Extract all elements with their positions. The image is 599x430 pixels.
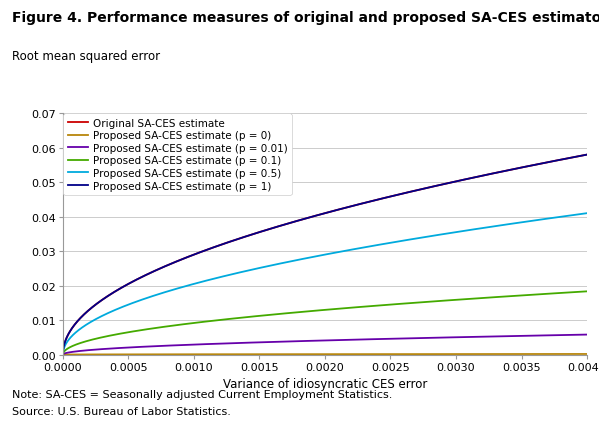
Proposed SA-CES estimate (p = 0.5): [517, 221, 524, 226]
Proposed SA-CES estimate (p = 0.1): [150, 326, 158, 331]
Proposed SA-CES estimate (p = 0.5): [150, 293, 158, 298]
Proposed SA-CES estimate (p = 0.01): [583, 332, 591, 338]
Proposed SA-CES estimate (p = 0.1): [517, 293, 524, 298]
Original SA-CES estimate: [583, 153, 591, 158]
Text: Figure 4. Performance measures of original and proposed SA-CES estimators: Figure 4. Performance measures of origin…: [12, 11, 599, 25]
Line: Proposed SA-CES estimate (p = 0.5): Proposed SA-CES estimate (p = 0.5): [63, 214, 587, 355]
Line: Proposed SA-CES estimate (p = 1): Proposed SA-CES estimate (p = 1): [63, 155, 587, 355]
Line: Proposed SA-CES estimate (p = 0.01): Proposed SA-CES estimate (p = 0.01): [63, 335, 587, 355]
Proposed SA-CES estimate (p = 0.01): [283, 339, 290, 344]
X-axis label: Variance of idiosyncratic CES error: Variance of idiosyncratic CES error: [223, 377, 427, 390]
Proposed SA-CES estimate (p = 0.1): [59, 352, 66, 357]
Proposed SA-CES estimate (p = 1): [583, 153, 591, 158]
Line: Proposed SA-CES estimate (p = 0.1): Proposed SA-CES estimate (p = 0.1): [63, 292, 587, 355]
Proposed SA-CES estimate (p = 1): [150, 269, 158, 274]
Proposed SA-CES estimate (p = 0): [573, 352, 580, 357]
Text: Note: SA-CES = Seasonally adjusted Current Employment Statistics.: Note: SA-CES = Seasonally adjusted Curre…: [12, 389, 392, 399]
Proposed SA-CES estimate (p = 0.1): [583, 289, 591, 294]
Proposed SA-CES estimate (p = 0.5): [573, 212, 580, 218]
Proposed SA-CES estimate (p = 0): [150, 352, 158, 357]
Proposed SA-CES estimate (p = 0.01): [119, 345, 126, 350]
Proposed SA-CES estimate (p = 0.5): [283, 260, 290, 265]
Original SA-CES estimate: [119, 285, 126, 290]
Original SA-CES estimate: [59, 352, 66, 357]
Proposed SA-CES estimate (p = 0.1): [261, 313, 268, 318]
Line: Original SA-CES estimate: Original SA-CES estimate: [63, 155, 587, 355]
Proposed SA-CES estimate (p = 1): [517, 166, 524, 171]
Proposed SA-CES estimate (p = 0.1): [573, 290, 580, 295]
Proposed SA-CES estimate (p = 0.01): [517, 334, 524, 339]
Text: Root mean squared error: Root mean squared error: [12, 49, 160, 62]
Original SA-CES estimate: [573, 155, 580, 160]
Proposed SA-CES estimate (p = 0.01): [59, 352, 66, 357]
Original SA-CES estimate: [283, 222, 290, 227]
Proposed SA-CES estimate (p = 0.01): [150, 344, 158, 349]
Proposed SA-CES estimate (p = 0.5): [583, 211, 591, 216]
Proposed SA-CES estimate (p = 0): [59, 352, 66, 357]
Proposed SA-CES estimate (p = 0.5): [119, 304, 126, 310]
Proposed SA-CES estimate (p = 0): [283, 352, 290, 357]
Original SA-CES estimate: [517, 166, 524, 171]
Proposed SA-CES estimate (p = 0): [517, 352, 524, 357]
Proposed SA-CES estimate (p = 0.1): [119, 331, 126, 336]
Proposed SA-CES estimate (p = 0.5): [59, 352, 66, 357]
Legend: Original SA-CES estimate, Proposed SA-CES estimate (p = 0), Proposed SA-CES esti: Original SA-CES estimate, Proposed SA-CE…: [63, 114, 292, 195]
Proposed SA-CES estimate (p = 1): [119, 285, 126, 290]
Proposed SA-CES estimate (p = 0.01): [573, 332, 580, 338]
Proposed SA-CES estimate (p = 1): [59, 352, 66, 357]
Original SA-CES estimate: [261, 229, 268, 234]
Original SA-CES estimate: [150, 269, 158, 274]
Proposed SA-CES estimate (p = 1): [283, 222, 290, 227]
Line: Proposed SA-CES estimate (p = 0): Proposed SA-CES estimate (p = 0): [63, 354, 587, 355]
Proposed SA-CES estimate (p = 0): [583, 352, 591, 357]
Proposed SA-CES estimate (p = 0.5): [261, 265, 268, 270]
Proposed SA-CES estimate (p = 0): [261, 352, 268, 357]
Proposed SA-CES estimate (p = 1): [261, 229, 268, 234]
Proposed SA-CES estimate (p = 0.01): [261, 340, 268, 345]
Text: Source: U.S. Bureau of Labor Statistics.: Source: U.S. Bureau of Labor Statistics.: [12, 406, 231, 416]
Proposed SA-CES estimate (p = 1): [573, 155, 580, 160]
Proposed SA-CES estimate (p = 0.1): [283, 311, 290, 316]
Proposed SA-CES estimate (p = 0): [119, 352, 126, 357]
